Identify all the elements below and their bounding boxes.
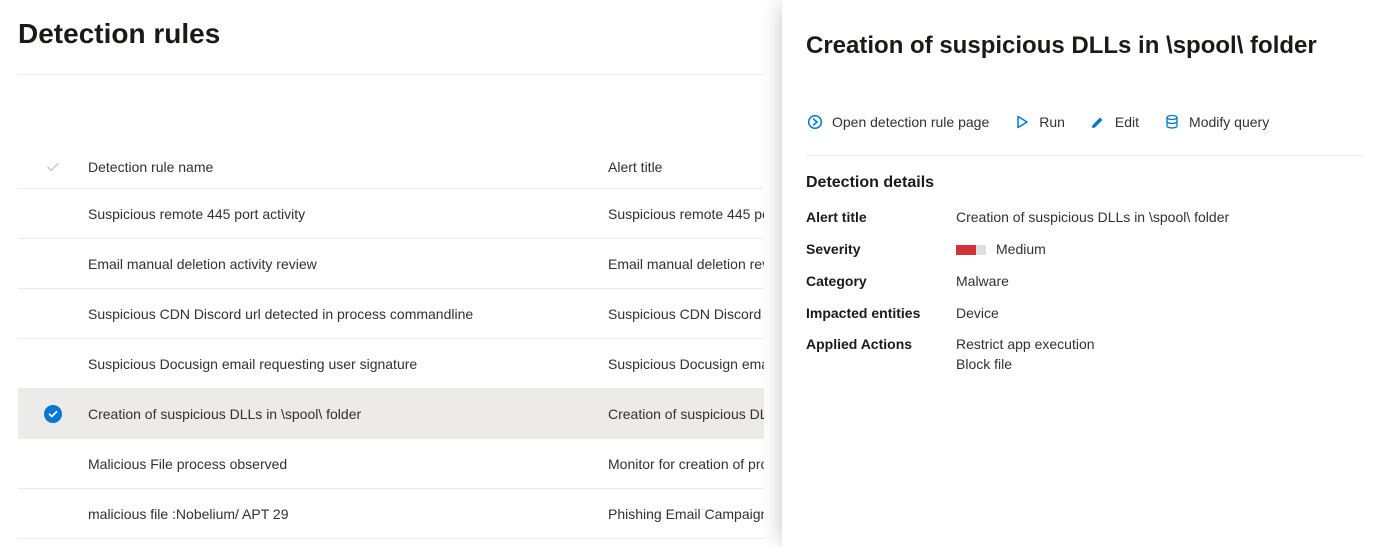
row-alert-title: Monitor for creation of proc	[608, 456, 764, 472]
row-alert-title: Email manual deletion revie	[608, 256, 764, 272]
query-icon	[1163, 113, 1181, 131]
row-rule-name: Email manual deletion activity review	[88, 256, 608, 272]
value-impacted-entities: Device	[956, 304, 1363, 324]
checked-icon	[44, 405, 62, 423]
column-header-alert[interactable]: Alert title	[608, 159, 764, 175]
column-header-select[interactable]	[18, 159, 88, 175]
open-icon	[806, 113, 824, 131]
row-alert-title: Suspicious remote 445 port	[608, 206, 764, 222]
value-category: Malware	[956, 272, 1363, 292]
edit-icon	[1089, 113, 1107, 131]
run-button-label: Run	[1039, 114, 1065, 130]
detection-rules-table: Detection rule name Alert title Suspicio…	[18, 145, 764, 539]
label-applied-actions: Applied Actions	[806, 335, 956, 374]
label-category: Category	[806, 272, 956, 292]
title-divider	[18, 74, 764, 75]
table-header-row: Detection rule name Alert title	[18, 145, 764, 189]
table-row[interactable]: Suspicious remote 445 port activitySuspi…	[18, 189, 764, 239]
row-rule-name: malicious file :Nobelium/ APT 29	[88, 506, 608, 522]
main-content: Detection rules Detection rule name Aler…	[0, 0, 782, 547]
row-rule-name: Suspicious remote 445 port activity	[88, 206, 608, 222]
edit-button[interactable]: Edit	[1089, 113, 1139, 131]
row-alert-title: Suspicious CDN Discord url	[608, 306, 764, 322]
app-root: Detection rules Detection rule name Aler…	[0, 0, 1377, 547]
applied-action-item: Restrict app execution	[956, 335, 1363, 355]
modify-query-label: Modify query	[1189, 114, 1269, 130]
table-row[interactable]: Malicious File process observedMonitor f…	[18, 439, 764, 489]
panel-action-bar: Open detection rule page Run Edit	[806, 113, 1363, 156]
row-rule-name: Creation of suspicious DLLs in \spool\ f…	[88, 406, 608, 422]
run-button[interactable]: Run	[1013, 113, 1065, 131]
label-impacted-entities: Impacted entities	[806, 304, 956, 324]
value-severity: Medium	[956, 240, 1363, 260]
severity-bar	[966, 245, 976, 255]
severity-bar	[976, 245, 986, 255]
label-severity: Severity	[806, 240, 956, 260]
row-rule-name: Suspicious Docusign email requesting use…	[88, 356, 608, 372]
table-row[interactable]: malicious file :Nobelium/ APT 29Phishing…	[18, 489, 764, 539]
open-detection-rule-button[interactable]: Open detection rule page	[806, 113, 989, 131]
open-button-label: Open detection rule page	[832, 114, 989, 130]
detection-details-grid: Alert title Creation of suspicious DLLs …	[806, 208, 1363, 374]
label-alert-title: Alert title	[806, 208, 956, 228]
detection-details-heading: Detection details	[806, 174, 1363, 192]
modify-query-button[interactable]: Modify query	[1163, 113, 1269, 131]
row-rule-name: Suspicious CDN Discord url detected in p…	[88, 306, 608, 322]
severity-text: Medium	[996, 240, 1046, 260]
table-row[interactable]: Suspicious Docusign email requesting use…	[18, 339, 764, 389]
row-alert-title: Phishing Email Campaign fr	[608, 506, 764, 522]
table-body: Suspicious remote 445 port activitySuspi…	[18, 189, 764, 539]
table-row[interactable]: Creation of suspicious DLLs in \spool\ f…	[18, 389, 764, 439]
row-select-cell[interactable]	[18, 405, 88, 423]
run-icon	[1013, 113, 1031, 131]
severity-bar	[956, 245, 966, 255]
table-row[interactable]: Email manual deletion activity reviewEma…	[18, 239, 764, 289]
page-title: Detection rules	[18, 18, 764, 50]
value-applied-actions: Restrict app executionBlock file	[956, 335, 1363, 374]
applied-action-item: Block file	[956, 355, 1363, 375]
edit-button-label: Edit	[1115, 114, 1139, 130]
row-alert-title: Creation of suspicious DLLs	[608, 406, 764, 422]
row-alert-title: Suspicious Docusign email r	[608, 356, 764, 372]
column-header-name[interactable]: Detection rule name	[88, 159, 608, 175]
table-row[interactable]: Suspicious CDN Discord url detected in p…	[18, 289, 764, 339]
details-panel: Creation of suspicious DLLs in \spool\ f…	[782, 0, 1377, 547]
panel-title: Creation of suspicious DLLs in \spool\ f…	[806, 30, 1363, 61]
value-alert-title: Creation of suspicious DLLs in \spool\ f…	[956, 208, 1363, 228]
select-all-icon	[45, 159, 61, 175]
row-rule-name: Malicious File process observed	[88, 456, 608, 472]
severity-bars	[956, 245, 986, 255]
